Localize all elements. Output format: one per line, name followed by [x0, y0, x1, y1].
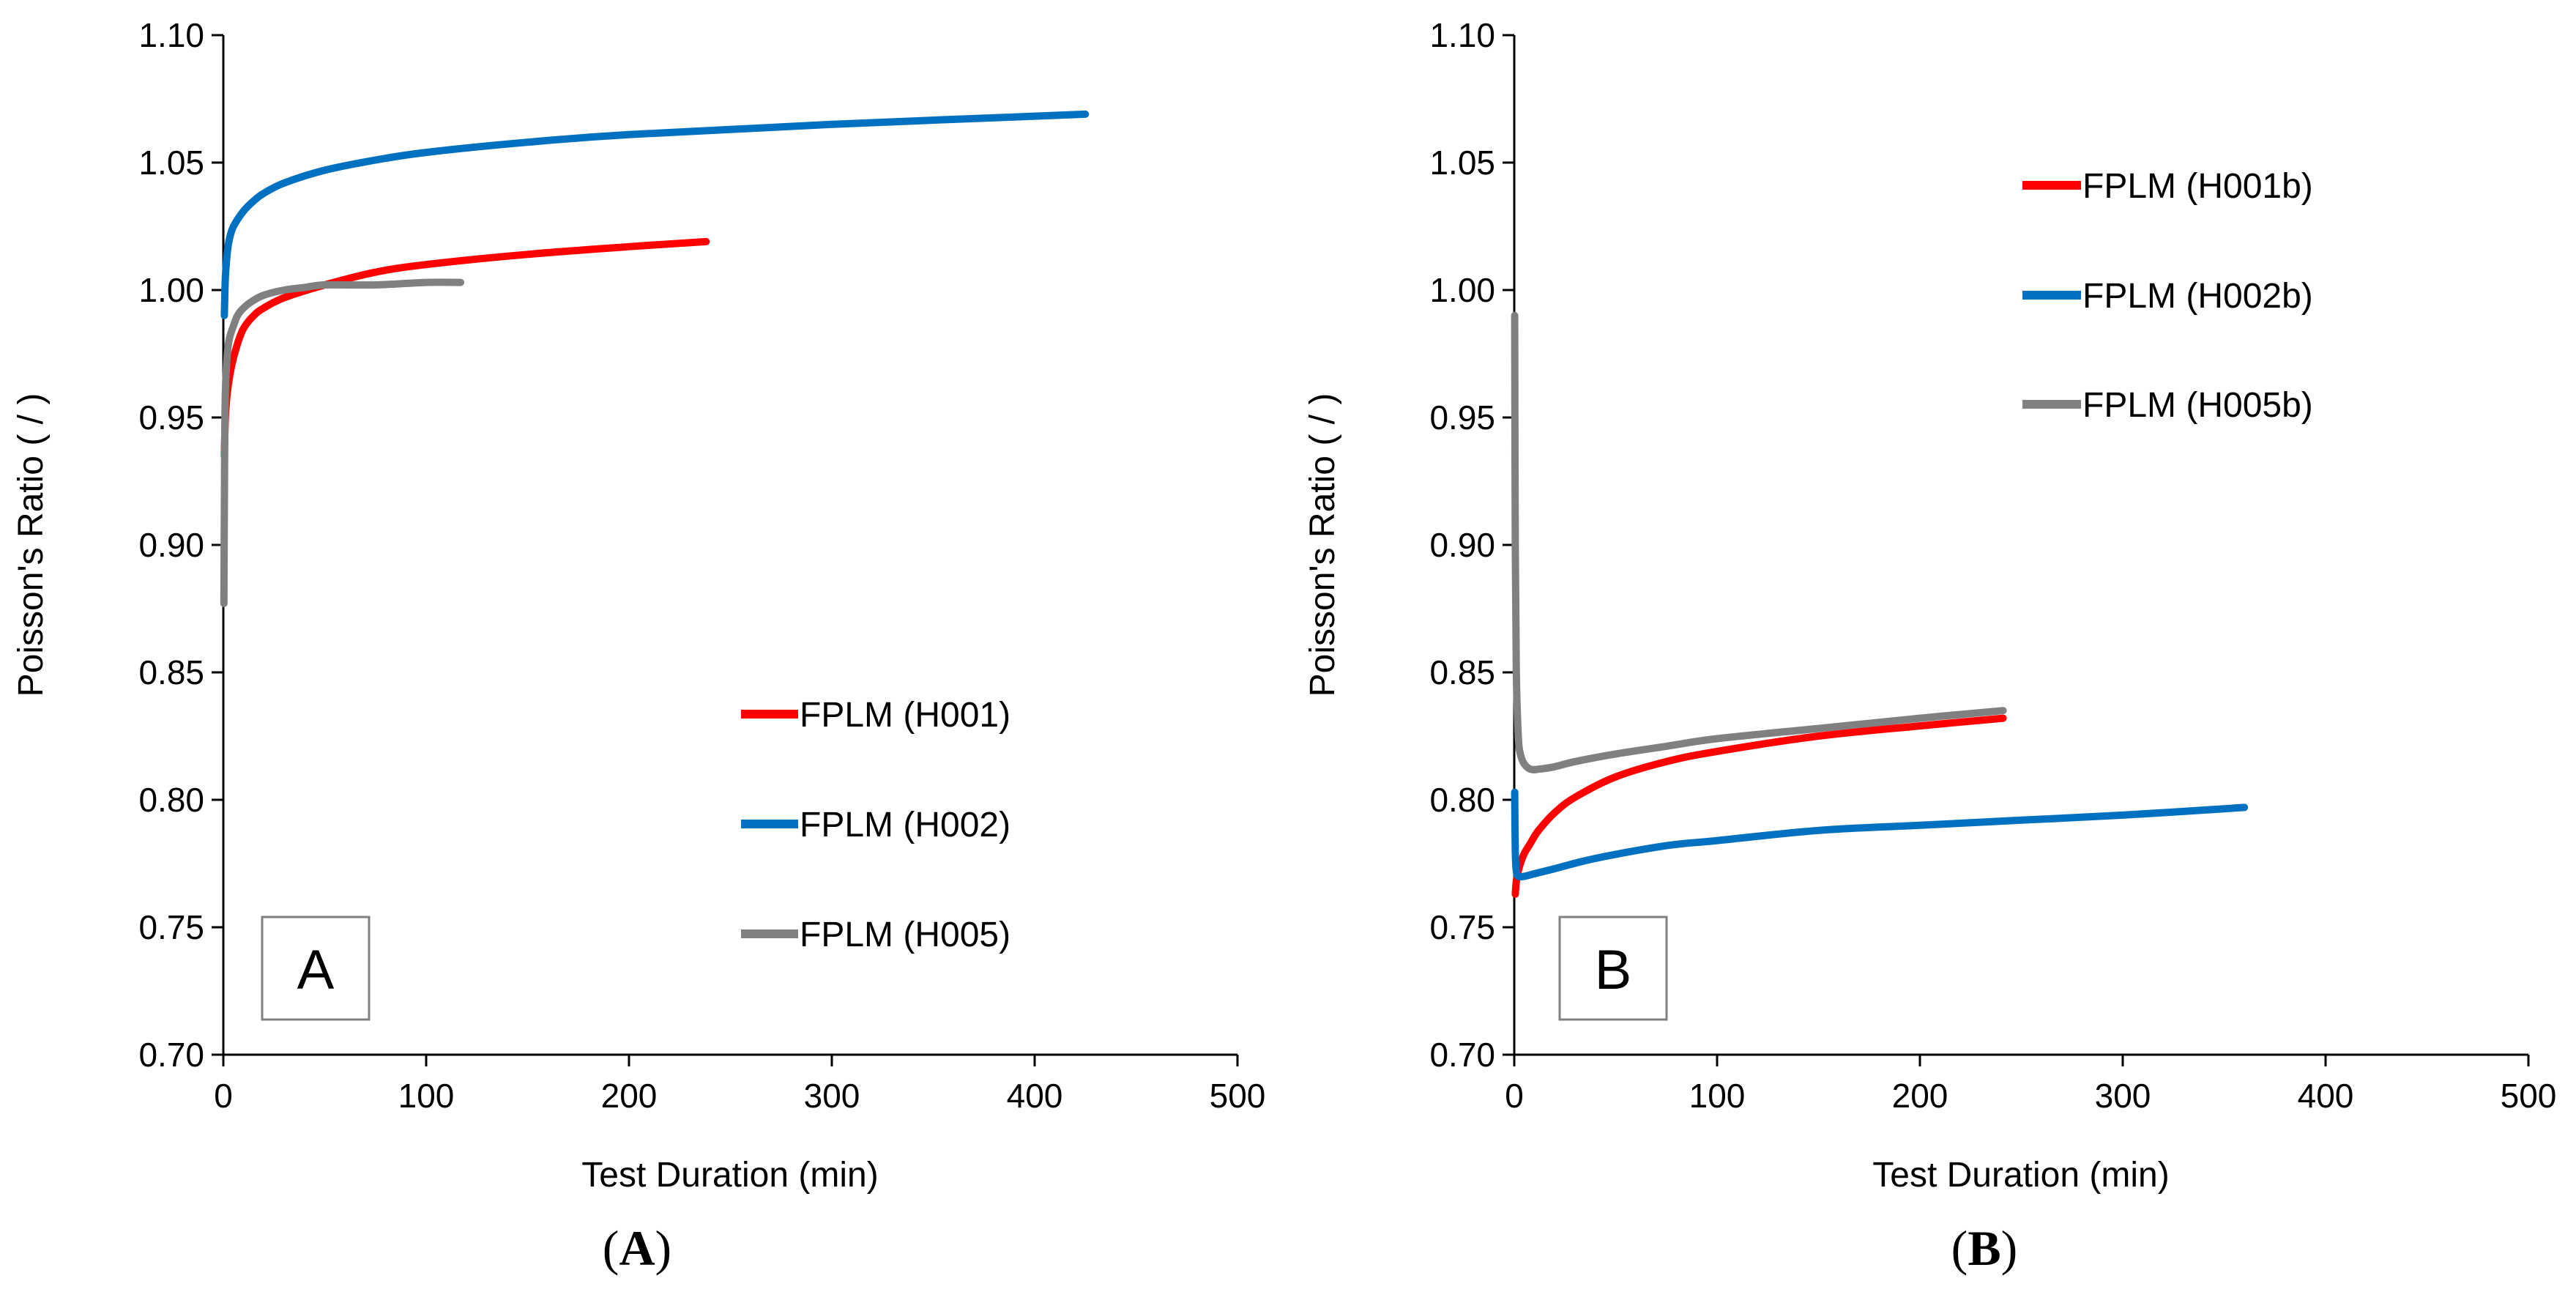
axis-ticks: 0.70 0.75 0.80 0.85 0.90 0.95 1.00 1.05 1.10 0 100…: [138, 16, 1265, 1115]
legend-label-h005: FPLM (H005): [800, 916, 1010, 954]
y-tick-label: 0.80: [138, 781, 204, 819]
y-tick-label: 0.90: [138, 526, 204, 564]
series-layer: [220, 110, 1090, 607]
caption-letter: B: [1968, 1220, 2000, 1276]
series-line-fplm-h005b: [1511, 311, 2007, 773]
x-tick-label: 200: [601, 1077, 658, 1115]
chart-panel-b: 0.70 0.75 0.80 0.85 0.90 0.95 1.00 1.05 1.10 0 100…: [1303, 16, 2556, 1276]
panel-letter: A: [297, 939, 335, 1001]
y-tick-label: 0.75: [1429, 908, 1495, 946]
y-axis-title: Poisson's Ratio ( / ): [12, 393, 51, 697]
y-tick-label: 0.95: [138, 398, 204, 437]
series-line-fplm-h002: [220, 110, 1090, 319]
y-tick-label: 1.10: [138, 16, 204, 54]
chart-panel-a: 0.70 0.75 0.80 0.85 0.90 0.95 1.00 1.05 1.10 0 100…: [12, 16, 1265, 1276]
series-line-fplm-h001: [220, 237, 710, 460]
legend-label-h002: FPLM (H002): [800, 806, 1010, 844]
y-tick-label: 0.95: [1429, 398, 1495, 437]
axis-ticks: 0.70 0.75 0.80 0.85 0.90 0.95 1.00 1.05 1.10 0 100…: [1429, 16, 2556, 1115]
caption-b: (B): [1951, 1220, 2018, 1276]
x-tick-label: 100: [1689, 1077, 1746, 1115]
y-tick-label: 0.85: [138, 653, 204, 691]
x-tick-label: 400: [1007, 1077, 1063, 1115]
x-tick-label: 500: [1210, 1077, 1266, 1115]
x-tick-label: 400: [2298, 1077, 2354, 1115]
series-line-fplm-h002b: [1511, 788, 2249, 881]
y-tick-label: 1.00: [1429, 271, 1495, 309]
x-tick-label: 300: [804, 1077, 860, 1115]
caption-open-paren: (: [1951, 1220, 1968, 1276]
series-line-fplm-h001b: [1511, 714, 2007, 898]
x-axis-title: Test Duration (min): [1872, 1156, 2169, 1195]
series-layer: [1511, 311, 2249, 898]
y-tick-label: 0.85: [1429, 653, 1495, 691]
y-tick-label: 0.70: [1429, 1036, 1495, 1074]
x-tick-label: 0: [1505, 1077, 1524, 1115]
legend: FPLM (H001b) FPLM (H002b) FPLM (H005b): [2022, 167, 2313, 425]
y-tick-label: 0.90: [1429, 526, 1495, 564]
y-tick-label: 0.70: [138, 1036, 204, 1074]
y-tick-label: 1.05: [138, 144, 204, 182]
panel-letter-box: [1558, 916, 1668, 1021]
y-tick-label: 1.10: [1429, 16, 1495, 54]
caption-close-paren: ): [655, 1220, 672, 1276]
y-tick-label: 1.05: [1429, 144, 1495, 182]
x-axis-title: Test Duration (min): [581, 1156, 878, 1195]
legend-label-h002b: FPLM (H002b): [2082, 277, 2313, 316]
x-tick-label: 200: [1892, 1077, 1948, 1115]
legend-label-h005b: FPLM (H005b): [2082, 386, 2313, 425]
y-tick-label: 1.00: [138, 271, 204, 309]
legend: FPLM (H001) FPLM (H002) FPLM (H005): [741, 696, 1010, 954]
caption-open-paren: (: [603, 1220, 619, 1276]
x-tick-label: 500: [2501, 1077, 2557, 1115]
series-line-fplm-h005: [220, 278, 465, 607]
y-tick-label: 0.75: [138, 908, 204, 946]
panel-letter-box: [261, 916, 371, 1021]
x-tick-label: 0: [214, 1077, 233, 1115]
x-tick-label: 300: [2095, 1077, 2151, 1115]
caption-close-paren: ): [2001, 1220, 2018, 1276]
legend-label-h001: FPLM (H001): [800, 696, 1010, 735]
caption-letter: A: [619, 1220, 655, 1276]
legend-label-h001b: FPLM (H001b): [2082, 167, 2313, 206]
y-axis-title: Poisson's Ratio ( / ): [1303, 393, 1342, 697]
x-tick-label: 100: [398, 1077, 455, 1115]
panel-letter: B: [1595, 939, 1632, 1001]
y-tick-label: 0.80: [1429, 781, 1495, 819]
caption-a: (A): [603, 1220, 671, 1276]
